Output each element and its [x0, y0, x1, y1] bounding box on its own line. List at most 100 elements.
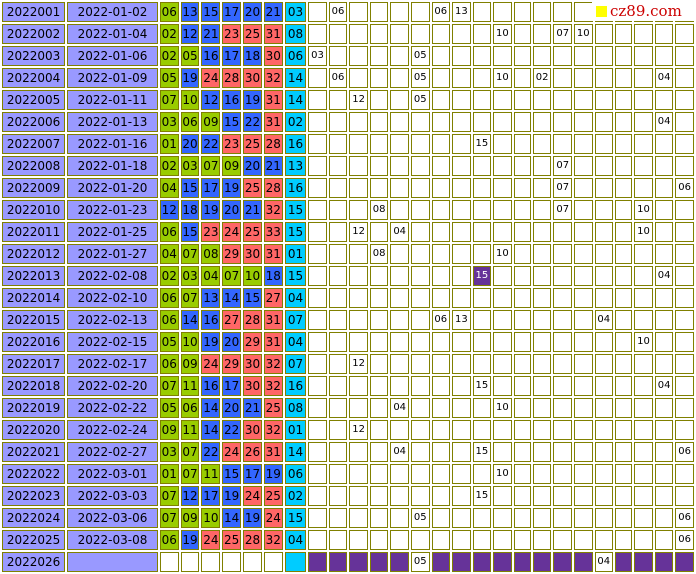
trend-cell: [513, 530, 531, 550]
trend-cell: 06: [431, 310, 451, 330]
red-ball-number: 30: [243, 354, 262, 374]
trend-cell: [675, 376, 694, 396]
trend-cell: [532, 46, 552, 66]
trend-cell: [431, 508, 451, 528]
trend-cell: [573, 134, 593, 154]
trend-cell: 04: [594, 552, 614, 572]
trend-cell: [634, 420, 653, 440]
trend-cell: 08: [369, 200, 389, 220]
trend-cell: [553, 222, 572, 242]
draw-date: 2022-03-03: [67, 486, 158, 506]
trend-cell: [513, 354, 531, 374]
trend-cell: [410, 442, 430, 462]
trend-cell: [328, 332, 348, 352]
red-ball-number: 17: [222, 376, 242, 396]
trend-cell: [472, 178, 492, 198]
red-ball-number: 31: [263, 24, 283, 44]
trend-cell: [328, 442, 348, 462]
issue-number: 2022003: [2, 46, 66, 66]
trend-cell: [675, 398, 694, 418]
trend-cell: [675, 486, 694, 506]
red-ball-number: 15: [222, 112, 242, 132]
red-ball-number: 30: [243, 420, 262, 440]
blue-ball-number: 07: [284, 310, 307, 330]
table-row: 2022018 2022-02-20 07 11 16 17 30 32 16 15 04: [2, 376, 694, 396]
trend-cell: [573, 200, 593, 220]
issue-number: 2022021: [2, 442, 66, 462]
trend-cell: [493, 178, 512, 198]
trend-cell: [472, 508, 492, 528]
issue-number: 2022008: [2, 156, 66, 176]
trend-cell: [308, 398, 327, 418]
trend-cell: [513, 134, 531, 154]
red-ball-number: 09: [180, 354, 200, 374]
red-ball-number: 21: [201, 24, 221, 44]
trend-cell: [390, 112, 409, 132]
red-ball-number: 19: [222, 486, 242, 506]
trend-cell: 07: [553, 156, 572, 176]
trend-cell: [369, 376, 389, 396]
trend-cell: [493, 376, 512, 396]
trend-cell: 06: [675, 530, 694, 550]
trend-cell: [654, 178, 674, 198]
blue-ball-number: 02: [284, 486, 307, 506]
trend-cell: [390, 156, 409, 176]
red-ball-number: 16: [201, 46, 221, 66]
trend-cell: [369, 310, 389, 330]
trend-cell: [328, 244, 348, 264]
issue-number: 2022005: [2, 90, 66, 110]
red-ball-number: 29: [222, 354, 242, 374]
trend-cell: [654, 398, 674, 418]
trend-cell: [472, 464, 492, 484]
trend-cell: [328, 464, 348, 484]
trend-cell: [472, 310, 492, 330]
trend-cell: [431, 486, 451, 506]
trend-cell: [369, 552, 389, 572]
trend-cell: 10: [634, 200, 653, 220]
trend-cell: 04: [654, 68, 674, 88]
trend-cell: [573, 486, 593, 506]
trend-cell: 04: [654, 266, 674, 286]
table-row: 2022001 2022-01-02 06 13 15 17 20 21 03 06 06 13: [2, 2, 694, 22]
trend-cell: [513, 68, 531, 88]
blue-ball-number: 13: [284, 156, 307, 176]
trend-cell: [410, 112, 430, 132]
trend-cell: [553, 420, 572, 440]
trend-cell: [675, 112, 694, 132]
trend-cell: [431, 332, 451, 352]
trend-cell: [553, 266, 572, 286]
trend-cell: [472, 288, 492, 308]
trend-cell: 13: [452, 310, 471, 330]
red-ball-number: 20: [222, 332, 242, 352]
trend-cell: 07: [553, 24, 572, 44]
trend-cell: [615, 90, 633, 110]
trend-cell: [513, 2, 531, 22]
red-ball-number: 25: [243, 222, 262, 242]
red-ball-number: 12: [180, 24, 200, 44]
blue-ball-number: 01: [284, 420, 307, 440]
trend-cell: 06: [431, 2, 451, 22]
trend-cell: [553, 354, 572, 374]
trend-cell: [532, 354, 552, 374]
table-row: 2022002 2022-01-04 02 12 21 23 25 31 08 10 07 10: [2, 24, 694, 44]
trend-cell: [675, 222, 694, 242]
draw-date: 2022-01-25: [67, 222, 158, 242]
trend-cell: [654, 244, 674, 264]
table-row: 2022006 2022-01-13 03 06 09 15 22 31 02 04: [2, 112, 694, 132]
trend-cell: [573, 156, 593, 176]
site-logo[interactable]: cz89.com: [592, 1, 694, 21]
trend-cell: [532, 90, 552, 110]
red-ball-number: 07: [180, 244, 200, 264]
trend-cell: [349, 46, 368, 66]
trend-cell: [308, 90, 327, 110]
draw-date: 2022-01-27: [67, 244, 158, 264]
trend-cell: 10: [573, 24, 593, 44]
logo-text: cz89.com: [610, 2, 682, 20]
trend-cell: [328, 24, 348, 44]
red-ball-number: 10: [180, 332, 200, 352]
blue-ball-number: 04: [284, 288, 307, 308]
issue-number: 2022015: [2, 310, 66, 330]
trend-cell: 02: [532, 68, 552, 88]
draw-date: 2022-03-06: [67, 508, 158, 528]
draw-date: 2022-02-27: [67, 442, 158, 462]
